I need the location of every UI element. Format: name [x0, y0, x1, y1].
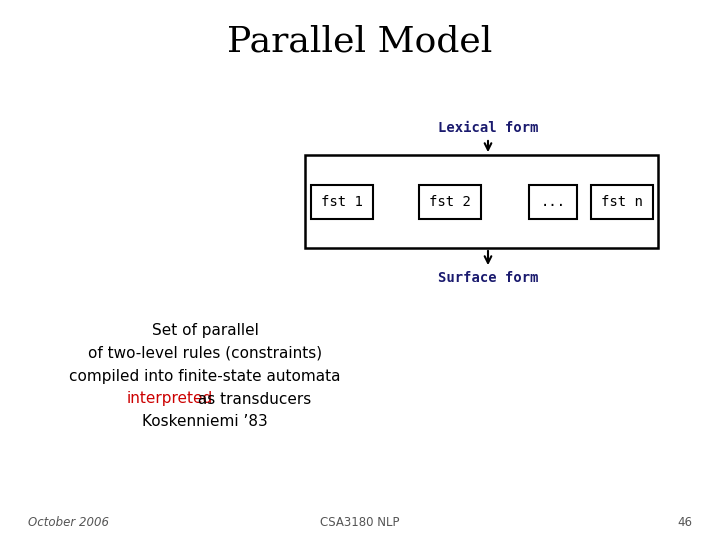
Text: Parallel Model: Parallel Model — [228, 25, 492, 59]
Bar — [591, 185, 653, 219]
Text: Surface form: Surface form — [438, 271, 539, 285]
Text: ...: ... — [541, 194, 566, 208]
Text: Koskenniemi ’83: Koskenniemi ’83 — [142, 415, 268, 429]
Text: fst 1: fst 1 — [321, 194, 363, 208]
Bar — [529, 185, 577, 219]
Text: of two-level rules (constraints): of two-level rules (constraints) — [88, 346, 322, 361]
Text: fst n: fst n — [601, 194, 643, 208]
Bar — [305, 155, 658, 248]
Text: October 2006: October 2006 — [28, 516, 109, 530]
Text: Set of parallel: Set of parallel — [152, 322, 258, 338]
Text: Lexical form: Lexical form — [438, 121, 539, 135]
Text: 46: 46 — [677, 516, 692, 530]
Text: CSA3180 NLP: CSA3180 NLP — [320, 516, 400, 530]
Bar — [311, 185, 373, 219]
Text: fst 2: fst 2 — [429, 194, 471, 208]
Bar — [419, 185, 481, 219]
Text: interpreted: interpreted — [126, 392, 212, 407]
Text: as transducers: as transducers — [193, 392, 311, 407]
Text: compiled into finite-state automata: compiled into finite-state automata — [69, 368, 341, 383]
